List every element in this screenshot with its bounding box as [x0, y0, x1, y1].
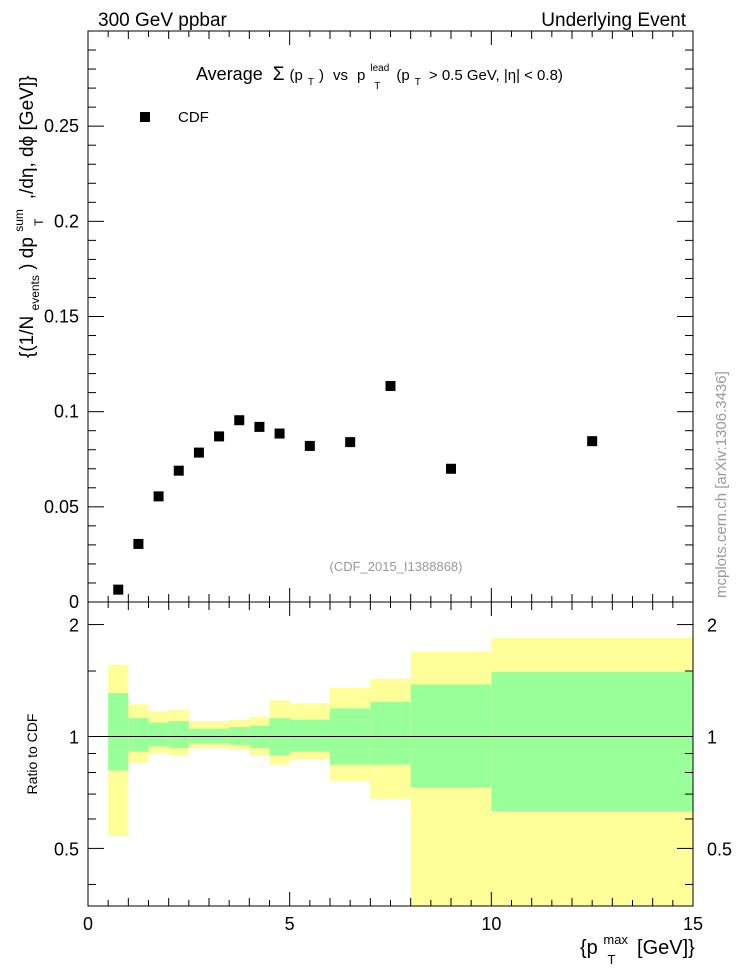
- ylabel-mid: ) dp: [17, 237, 38, 270]
- plot-title: Average Σ (p T ) vs p lead T (p T > 0.5 …: [196, 55, 563, 93]
- main-y-axis: 0.05 0.1 0.15 0.2 0.25 0: [44, 49, 693, 612]
- main-y-tick-label: 0.2: [54, 211, 79, 231]
- main-y-tick-label: 0.05: [44, 497, 79, 517]
- stat-uncertainty-band: [229, 727, 250, 745]
- ratio-axes: 0 5 10 15 0.5 0.5 1 1 2 2: [54, 602, 732, 934]
- ratio-plot-panel: 0 5 10 15 0.5 0.5 1 1 2 2 Ratio to CDF {p max T […: [24, 601, 732, 969]
- x-tick-label: 15: [683, 914, 703, 934]
- ratio-uncertainty-bands: [108, 638, 693, 906]
- title-cut-sub: T: [415, 77, 421, 88]
- data-point: [587, 436, 598, 447]
- title-lead-sup: lead: [370, 63, 389, 74]
- xlabel-max-sup: max: [603, 932, 628, 947]
- xlabel-tail: [GeV]}: [637, 937, 695, 959]
- data-point: [385, 380, 396, 391]
- stat-uncertainty-band: [289, 719, 330, 752]
- data-point: [254, 421, 265, 432]
- title-pt-sub: T: [308, 77, 314, 88]
- main-y-axis-label: {(1/N events ) dp sum T ,/dη, dϕ [GeV]}: [7, 76, 48, 358]
- main-y-tick-label-zero: 0: [69, 592, 79, 612]
- stat-uncertainty-band: [188, 728, 209, 744]
- title-cut-open: (p: [396, 67, 409, 84]
- ylabel-tail: ,/dη, dϕ [GeV]}: [17, 76, 38, 200]
- main-plot-frame: [87, 30, 694, 603]
- data-point: [304, 440, 315, 451]
- analysis-tag: (CDF_2015_I1388868): [330, 559, 463, 574]
- ylabel-t-sub: T: [32, 218, 46, 226]
- process-label: 300 GeV ppbar: [98, 10, 228, 31]
- stat-uncertainty-band: [491, 672, 693, 812]
- data-point: [173, 465, 184, 476]
- ratio-y-tick-label-right: 1: [707, 727, 717, 747]
- stat-uncertainty-band: [148, 722, 169, 747]
- stat-uncertainty-band: [108, 692, 129, 771]
- data-point: [193, 447, 204, 458]
- stat-uncertainty-band: [370, 701, 411, 765]
- ylabel-open: {(1/N: [17, 316, 38, 358]
- stat-uncertainty-band: [209, 728, 230, 744]
- main-y-tick-label: 0.25: [44, 116, 79, 136]
- ratio-y-tick-label: 0.5: [54, 839, 79, 859]
- stat-uncertainty-band: [410, 684, 492, 788]
- legend-marker-cdf: [140, 112, 150, 122]
- x-axis-label: {p max T [GeV]}: [580, 927, 695, 969]
- category-label: Underlying Event: [541, 10, 686, 31]
- main-y-tick-label: 0.15: [44, 307, 79, 327]
- x-tick-label: 0: [83, 914, 93, 934]
- x-tick-label: 5: [285, 914, 295, 934]
- legend-label-cdf: CDF: [178, 109, 209, 126]
- ratio-y-tick-label: 2: [69, 616, 79, 636]
- data-point: [113, 584, 124, 595]
- stat-uncertainty-band: [128, 718, 149, 752]
- ratio-y-tick-label-right: 0.5: [707, 839, 732, 859]
- data-point: [274, 428, 285, 439]
- title-cut-rest: > 0.5 GeV, |η| < 0.8): [429, 67, 563, 84]
- main-x-axis-ticks: [87, 31, 694, 602]
- main-plot-panel: 0.05 0.1 0.15 0.2 0.25 0 Average Σ (p T ) vs …: [7, 30, 694, 612]
- source-watermark: mcplots.cern.ch [arXiv:1306.3436]: [713, 371, 730, 598]
- data-point: [153, 491, 164, 502]
- x-tick-label: 10: [481, 914, 501, 934]
- title-pt-close: ): [319, 67, 324, 84]
- ylabel-events-sub: events: [28, 275, 42, 310]
- data-point: [133, 538, 144, 549]
- title-lead-sub: T: [374, 81, 380, 92]
- title-prefix: Average: [196, 64, 263, 84]
- title-vs: vs: [333, 67, 348, 84]
- stat-uncertainty-band: [168, 721, 189, 749]
- data-point: [214, 431, 225, 442]
- data-point: [345, 437, 356, 448]
- data-point: [234, 415, 245, 426]
- main-y-tick-label: 0.1: [54, 402, 79, 422]
- ratio-y-tick-label-right: 2: [707, 616, 717, 636]
- ylabel-sum-sup: sum: [12, 209, 26, 232]
- data-point: [446, 463, 456, 474]
- xlabel-open: {p: [580, 937, 598, 959]
- ratio-y-axis-label: Ratio to CDF: [24, 714, 40, 795]
- title-sigma: Σ: [273, 64, 285, 85]
- ratio-y-tick-label: 1: [69, 727, 79, 747]
- title-pt-open: (p: [290, 67, 303, 84]
- title-p: p: [357, 67, 365, 84]
- data-points: [113, 380, 598, 595]
- xlabel-t-sub: T: [608, 952, 616, 967]
